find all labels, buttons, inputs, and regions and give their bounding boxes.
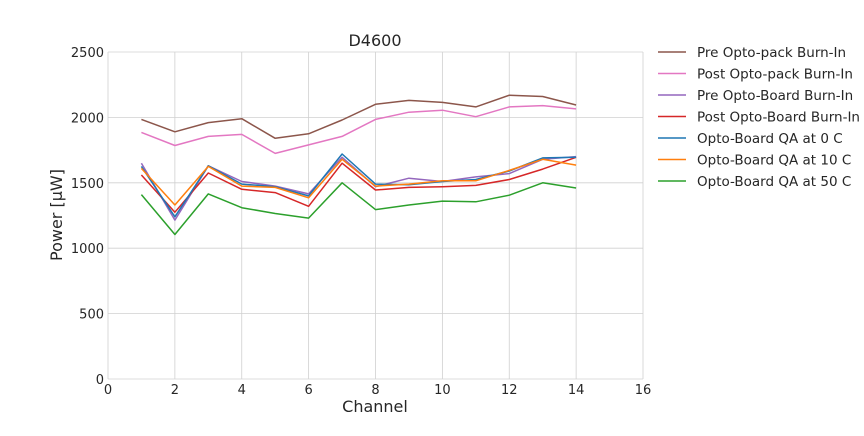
series-line-0 — [141, 94, 577, 140]
legend-label-6: Opto-Board QA at 50 C — [697, 174, 851, 190]
series-line-5 — [140, 158, 577, 206]
legend: Pre Opto-pack Burn-In Post Opto-pack Burn… — [658, 45, 860, 190]
x-tick-label-8: 16 — [635, 383, 652, 398]
y-tick-label-2: 1000 — [71, 242, 104, 257]
x-tick-label-0: 0 — [104, 383, 112, 398]
x-tick-label-4: 8 — [371, 383, 379, 398]
legend-item-0: Pre Opto-pack Burn-In — [658, 45, 846, 61]
series-line-3 — [140, 156, 577, 213]
series-lines — [140, 94, 577, 236]
legend-item-3: Post Opto-Board Burn-In — [658, 110, 860, 126]
x-tick-label-5: 10 — [434, 383, 451, 398]
legend-label-5: Opto-Board QA at 10 C — [697, 153, 851, 169]
y-tick-label-0: 0 — [96, 373, 104, 388]
legend-item-1: Post Opto-pack Burn-In — [658, 67, 853, 83]
legend-item-6: Opto-Board QA at 50 C — [658, 174, 851, 190]
axes: 0 2 4 6 8 10 12 14 16 0 500 1000 1500 2000 2500 — [71, 46, 651, 398]
legend-label-1: Post Opto-pack Burn-In — [697, 67, 853, 83]
legend-item-5: Opto-Board QA at 10 C — [658, 153, 851, 169]
legend-label-3: Post Opto-Board Burn-In — [697, 110, 860, 126]
x-tick-label-1: 2 — [171, 383, 179, 398]
x-tick-label-6: 12 — [501, 383, 518, 398]
series-line-4 — [140, 153, 577, 218]
x-tick-label-2: 4 — [238, 383, 246, 398]
x-axis-label: Channel — [342, 397, 408, 416]
y-tick-label-1: 500 — [79, 308, 104, 323]
chart-title: D4600 — [348, 31, 401, 50]
y-axis-label: Power [μW] — [47, 169, 66, 261]
y-tick-label-4: 2000 — [71, 111, 104, 126]
series-line-1 — [141, 104, 577, 155]
legend-item-2: Pre Opto-Board Burn-In — [658, 88, 853, 104]
series-line-6 — [140, 182, 577, 236]
legend-label-2: Pre Opto-Board Burn-In — [697, 88, 853, 104]
y-tick-label-5: 2500 — [71, 46, 104, 61]
x-tick-label-7: 14 — [568, 383, 585, 398]
x-tick-label-3: 6 — [304, 383, 312, 398]
legend-label-0: Pre Opto-pack Burn-In — [697, 45, 846, 61]
legend-item-4: Opto-Board QA at 0 C — [658, 131, 843, 147]
series-line-2 — [140, 155, 577, 221]
grid — [107, 51, 644, 380]
y-tick-label-3: 1500 — [71, 177, 104, 192]
legend-label-4: Opto-Board QA at 0 C — [697, 131, 843, 147]
